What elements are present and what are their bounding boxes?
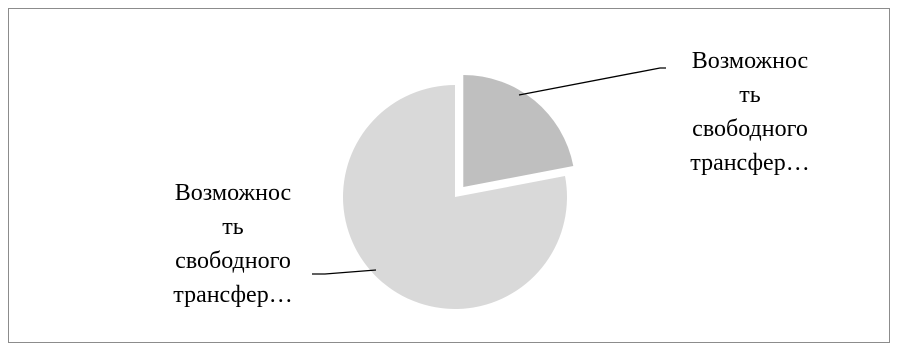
pie-slice-2 [343, 85, 567, 309]
leader-line-1 [518, 67, 666, 96]
leader-line-2 [312, 269, 377, 275]
data-label-slice-2: Возможнос ть свободного трансфер… [173, 180, 293, 308]
data-label-slice-1: Возможнос ть свободного трансфер… [690, 48, 810, 176]
pie-slice-1 [463, 74, 574, 187]
